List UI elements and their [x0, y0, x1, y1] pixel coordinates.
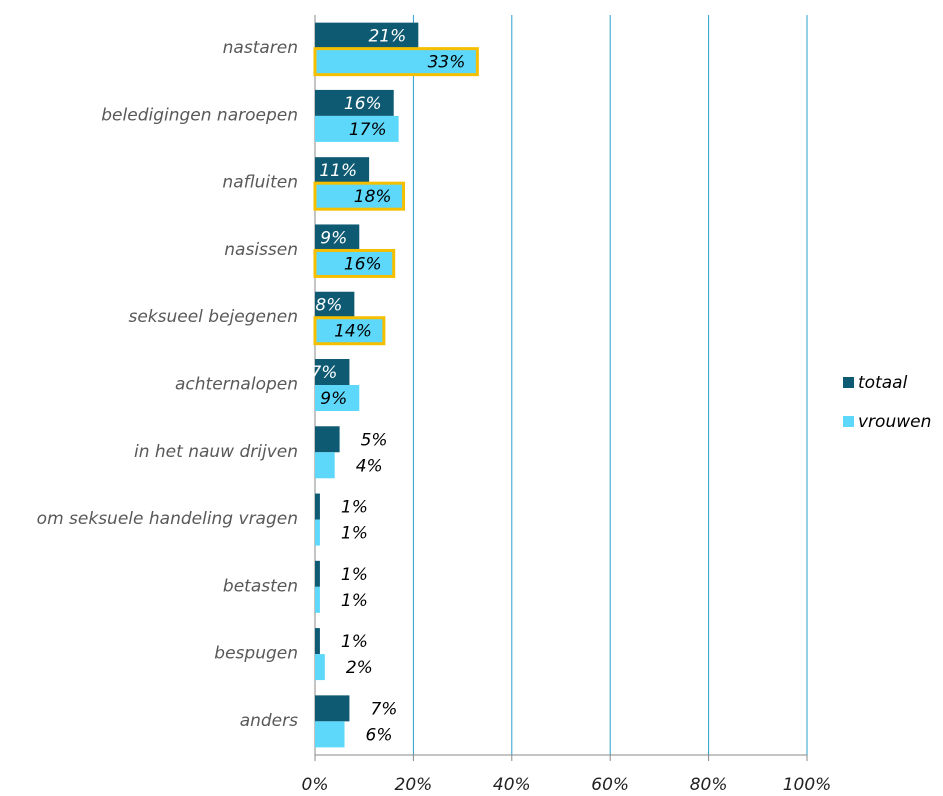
category-label: anders [240, 711, 298, 731]
value-label: 1% [341, 591, 368, 611]
x-tick-label: 80% [690, 775, 728, 795]
category-label: seksueel bejegenen [128, 307, 298, 327]
category-label: achternalopen [175, 375, 298, 395]
bar [315, 654, 325, 681]
value-label: 1% [341, 498, 368, 518]
bar [315, 628, 320, 655]
bar [315, 22, 419, 49]
bar [315, 89, 394, 116]
bar [315, 586, 320, 613]
bar [315, 359, 350, 385]
bar [313, 181, 406, 211]
bar [315, 291, 355, 318]
x-tick-label: 0% [302, 775, 329, 795]
bar [315, 493, 320, 520]
category-label: nastaren [223, 38, 298, 58]
legend-swatch [843, 416, 854, 427]
legend-swatch [843, 377, 854, 388]
bar [315, 426, 340, 453]
value-label: 1% [341, 632, 368, 652]
category-label: betasten [223, 576, 298, 596]
bar [315, 452, 335, 479]
bar [315, 721, 345, 748]
value-label: 14% [334, 322, 372, 342]
x-tick-label: 60% [591, 775, 629, 795]
bar [313, 316, 386, 346]
category-label: nafluiten [222, 173, 298, 193]
value-label: 8% [315, 296, 342, 316]
value-label: 4% [356, 456, 383, 476]
bar [315, 695, 350, 722]
category-label: beledigingen naroepen [101, 105, 298, 125]
bar [315, 115, 399, 142]
bar [315, 224, 360, 251]
x-tick-label: 40% [493, 775, 531, 795]
bar [315, 560, 320, 587]
value-label: 6% [366, 725, 393, 745]
value-label: 7% [370, 699, 397, 719]
bar [315, 385, 360, 411]
category-label: om seksuele handeling vragen [37, 509, 298, 529]
x-tick-label: 100% [783, 775, 832, 795]
category-label: nasissen [224, 240, 298, 260]
value-label: 9% [320, 228, 347, 248]
bar [315, 157, 370, 184]
bar [313, 47, 479, 77]
category-label: in het nauw drijven [134, 442, 298, 462]
value-label: 11% [319, 161, 357, 181]
value-label: 1% [341, 524, 368, 544]
value-label: 16% [344, 254, 382, 274]
value-label: 18% [354, 187, 392, 207]
value-label: 21% [369, 27, 407, 47]
legend-label: vrouwen [858, 412, 931, 432]
value-label: 1% [341, 565, 368, 585]
value-label: 5% [361, 430, 388, 450]
value-label: 7% [310, 363, 337, 383]
legend-label: totaal [858, 373, 908, 393]
value-label: 16% [344, 94, 382, 114]
bar [313, 248, 396, 278]
bar [315, 519, 320, 546]
value-label: 9% [320, 389, 347, 409]
x-tick-label: 20% [395, 775, 433, 795]
value-label: 17% [349, 120, 387, 140]
value-label: 2% [346, 658, 373, 678]
value-label: 33% [428, 53, 466, 73]
category-label: bespugen [214, 644, 298, 664]
